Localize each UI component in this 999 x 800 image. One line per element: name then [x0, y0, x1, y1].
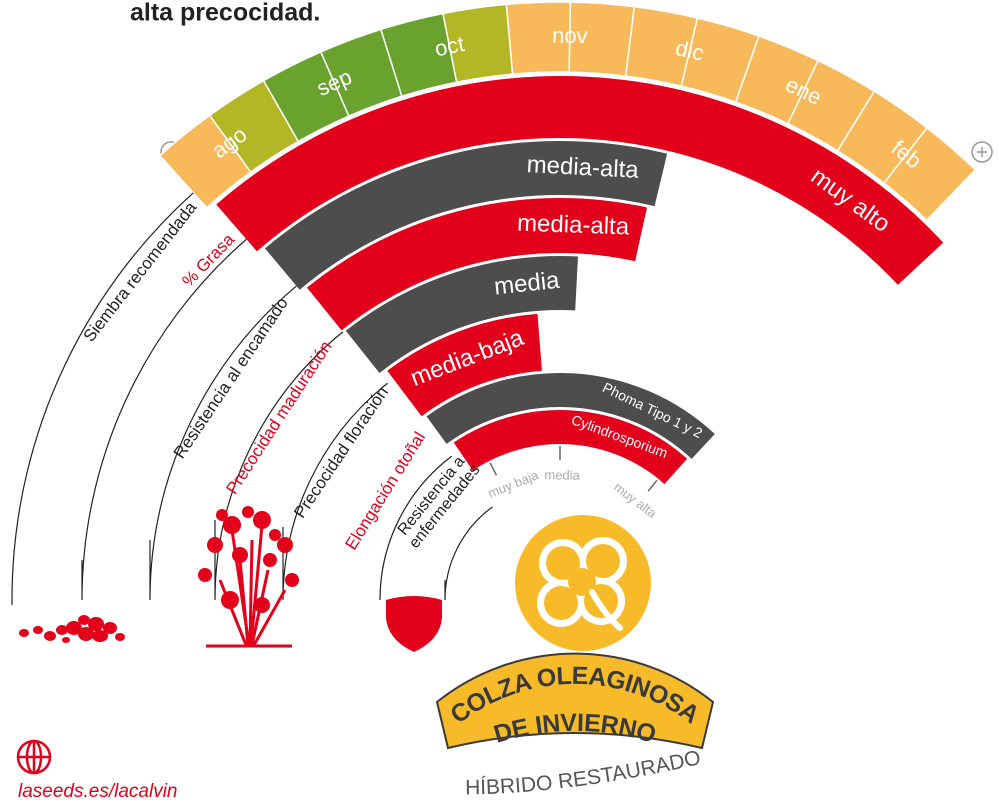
- product-banner: [435, 652, 715, 750]
- disease-band: [453, 409, 688, 485]
- trait-label: Siembra recomendada: [80, 198, 201, 346]
- scale-tick: [489, 462, 498, 476]
- scale-tick: [647, 479, 658, 492]
- rating-band: [216, 75, 944, 285]
- guide-line: [444, 506, 493, 601]
- guide-line: [282, 382, 388, 601]
- product-type-path: HÍBRIDO RESTAURADO: [465, 746, 703, 799]
- month-label: oct: [433, 31, 467, 61]
- scale-label: media: [544, 467, 580, 483]
- rating-label: media-alta: [526, 151, 640, 184]
- rating-band: [345, 255, 578, 374]
- disease-band: [426, 372, 715, 459]
- plant-icon: [198, 506, 299, 648]
- globe-icon: [16, 739, 52, 775]
- guide-line: [11, 192, 194, 605]
- guide-line: [379, 455, 453, 601]
- rating-label: media-alta: [517, 210, 631, 241]
- title: alta precocidad.: [130, 0, 320, 27]
- month-segment: [882, 126, 977, 222]
- guide-line: [81, 238, 247, 601]
- month-label: nov: [552, 23, 588, 49]
- product-type: HÍBRIDO RESTAURADO: [465, 746, 703, 799]
- plus-icon: [971, 141, 993, 163]
- logo: [515, 515, 651, 651]
- footer-url: laseeds.es/lacalvin: [18, 781, 177, 800]
- guide-line: [149, 285, 297, 601]
- shield-icon: [386, 596, 442, 652]
- guide-line: [214, 331, 344, 601]
- rating-band: [387, 313, 542, 417]
- rating-band: [307, 198, 648, 331]
- trait-label: % Grasa: [178, 230, 238, 291]
- rating-band: [264, 140, 668, 290]
- seeds-icon: [19, 615, 125, 643]
